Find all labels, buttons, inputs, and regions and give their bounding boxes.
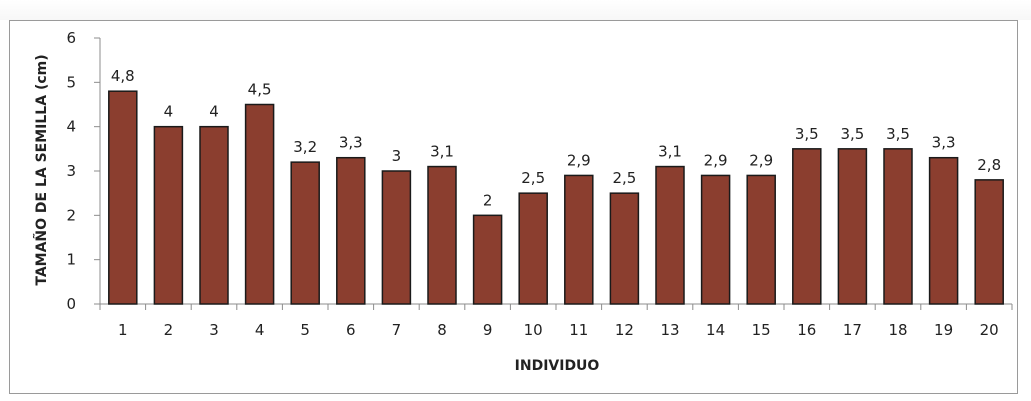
data-label: 2,5 (521, 169, 545, 187)
bar (336, 156, 366, 305)
x-tick-label: 18 (888, 321, 907, 339)
bar (427, 165, 457, 305)
data-label: 2,8 (977, 156, 1001, 174)
x-tick-label: 13 (660, 321, 679, 339)
bar (746, 174, 776, 305)
data-label: 4,8 (111, 67, 135, 85)
x-tick-label: 20 (980, 321, 999, 339)
cropped-title-strip (0, 0, 1031, 20)
bar (290, 161, 320, 305)
x-tick-label: 11 (569, 321, 588, 339)
bar (655, 165, 685, 305)
data-label: 4,5 (248, 81, 272, 99)
bar (199, 125, 229, 305)
y-tick-label: 1 (66, 251, 76, 269)
x-tick-label: 7 (392, 321, 402, 339)
y-axis-title: TAMAÑO DE LA SEMILLA (cm) (33, 54, 50, 285)
y-tick-label: 3 (66, 162, 76, 180)
x-tick-label: 12 (615, 321, 634, 339)
x-tick-label: 6 (346, 321, 356, 339)
bars-group (108, 90, 1004, 305)
x-tick-label: 14 (706, 321, 725, 339)
y-tick-label: 6 (66, 29, 76, 47)
data-label: 3,5 (795, 125, 819, 143)
data-label: 4 (164, 103, 174, 121)
data-label: 2,9 (704, 151, 728, 169)
bar (518, 192, 548, 305)
x-tick-label: 10 (524, 321, 543, 339)
data-label: 3,1 (658, 143, 682, 161)
data-label: 4 (209, 103, 219, 121)
x-tick-label: 16 (797, 321, 816, 339)
bar (472, 214, 503, 305)
data-label: 3,1 (430, 143, 454, 161)
x-axis: 1 2 3 4 5 6 7 8 9 10 11 12 13 14 15 16 17 18 19 20 (99, 303, 1013, 339)
data-label: 3,3 (339, 134, 363, 152)
bar (381, 170, 412, 305)
x-tick-label: 3 (209, 321, 219, 339)
x-tick-label: 19 (934, 321, 953, 339)
bar (883, 148, 913, 305)
data-label: 3,5 (840, 125, 864, 143)
data-label: 2,9 (567, 151, 591, 169)
y-axis: 0 1 2 3 4 5 6 (66, 29, 101, 313)
x-tick-label: 5 (300, 321, 310, 339)
bar (108, 90, 138, 305)
bar (792, 148, 822, 305)
bar (700, 174, 731, 305)
bar (564, 174, 594, 305)
x-tick-label: 8 (437, 321, 447, 339)
data-label: 2,5 (612, 169, 636, 187)
x-tick-label: 1 (118, 321, 128, 339)
y-tick-label: 5 (66, 73, 76, 91)
bar (928, 156, 959, 305)
bar (244, 103, 275, 305)
data-label: 3,5 (886, 125, 910, 143)
x-tick-label: 9 (483, 321, 493, 339)
x-tick-label: 4 (255, 321, 265, 339)
y-tick-label: 4 (66, 118, 76, 136)
bar (153, 125, 184, 305)
x-tick-label: 15 (752, 321, 771, 339)
x-tick-label: 2 (164, 321, 174, 339)
data-label: 3 (392, 147, 402, 165)
data-label: 3,3 (932, 134, 956, 152)
bar (609, 192, 640, 305)
data-label: 3,2 (293, 138, 317, 156)
data-labels-group: 4,8 4 4 4,5 3,2 3,3 3 3,1 2 2,5 2,9 2,5 3,1 2,9 2,9 3,5… (111, 67, 1001, 209)
y-tick-label: 2 (66, 206, 76, 224)
x-axis-title: INDIVIDUO (515, 358, 600, 374)
y-tick-label: 0 (66, 295, 76, 313)
data-label: 2,9 (749, 151, 773, 169)
data-label: 2 (483, 191, 493, 209)
bar (837, 148, 868, 305)
x-tick-label: 17 (843, 321, 862, 339)
bar (974, 179, 1004, 305)
